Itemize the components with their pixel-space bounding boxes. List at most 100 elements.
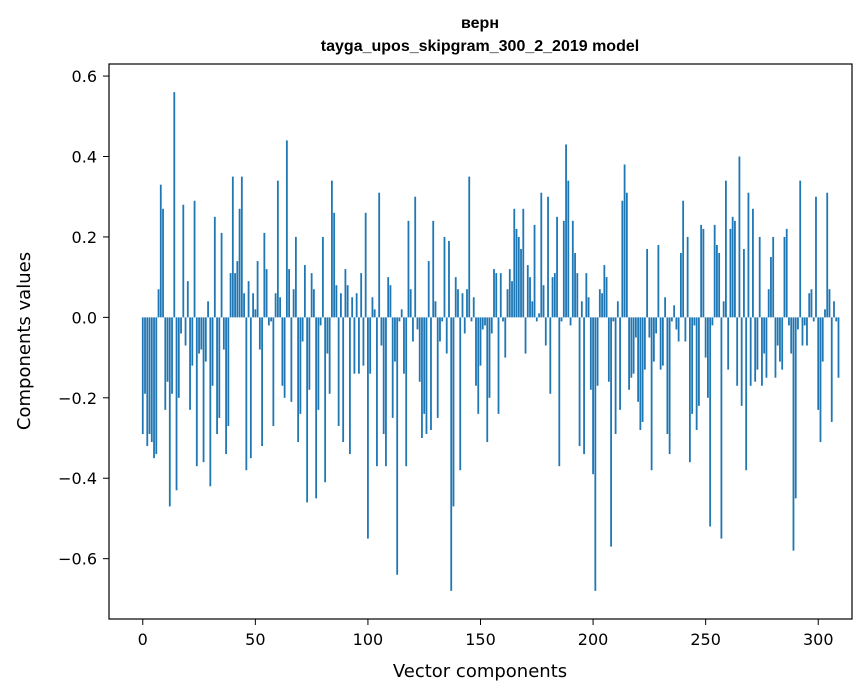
bar [324, 317, 327, 483]
bar [443, 236, 446, 318]
bar [531, 301, 534, 318]
bar [267, 317, 270, 326]
bar [612, 317, 615, 322]
bar [601, 293, 603, 318]
bar [828, 289, 831, 318]
bar [767, 289, 770, 318]
bar [310, 273, 313, 318]
bar [186, 281, 189, 318]
bar [567, 180, 570, 318]
bar [648, 317, 651, 338]
bar [815, 196, 817, 318]
bar [729, 228, 732, 318]
bar [200, 317, 203, 350]
x-axis-ticks: 0 50 100 150 200 250 300 [138, 619, 834, 649]
bar [594, 317, 597, 591]
bar [207, 301, 209, 318]
bar [731, 216, 734, 318]
bar [524, 317, 527, 354]
bar [409, 289, 412, 318]
bar [391, 317, 394, 418]
bar [457, 289, 459, 318]
x-tick-label: 150 [465, 630, 496, 649]
chart-subtitle: tayga_upos_skipgram_300_2_2019 model [321, 38, 639, 55]
bar [227, 317, 230, 426]
bar [432, 220, 435, 318]
bar [666, 317, 669, 434]
bar [333, 212, 336, 318]
bar [558, 317, 561, 467]
bar [722, 301, 725, 318]
x-tick-label: 200 [578, 630, 609, 649]
bar [468, 176, 471, 318]
bar [497, 317, 500, 414]
bar [641, 317, 644, 422]
bar [407, 220, 410, 318]
bar [808, 293, 811, 318]
bar [603, 265, 606, 318]
bar [628, 317, 630, 390]
bar [592, 317, 594, 475]
bar [610, 317, 612, 547]
bar [238, 208, 241, 318]
bar [574, 253, 576, 318]
bar [342, 317, 345, 443]
bar [659, 317, 662, 370]
y-tick-label: 0.4 [72, 148, 97, 167]
y-axis-ticks: −0.6 −0.4 −0.2 0.0 0.2 0.4 0.6 [58, 67, 109, 569]
bar [693, 317, 696, 326]
bar [319, 317, 322, 326]
bar [790, 317, 793, 354]
bar [632, 317, 635, 374]
bar [526, 265, 529, 318]
bar [484, 317, 486, 326]
bar [607, 317, 610, 382]
bar [495, 273, 498, 318]
bar [826, 192, 829, 318]
bar [371, 297, 374, 318]
bar [549, 317, 552, 394]
bar [756, 317, 759, 370]
bar [312, 289, 315, 318]
bar [675, 317, 678, 330]
bar [619, 317, 621, 410]
bar [306, 317, 309, 503]
bar [479, 317, 482, 366]
bar [211, 317, 214, 386]
bar [571, 220, 574, 318]
bar [234, 273, 236, 318]
bar [276, 180, 279, 318]
bar [578, 317, 581, 447]
y-tick-label: 0.0 [72, 308, 97, 327]
x-tick-label: 300 [803, 630, 834, 649]
bar [770, 257, 772, 318]
bar [688, 317, 691, 463]
bar [389, 285, 392, 318]
bar [803, 317, 806, 326]
bar [661, 317, 664, 366]
bar [414, 196, 417, 318]
bar [155, 317, 158, 455]
bar [256, 261, 259, 318]
bar [538, 313, 540, 318]
bar [682, 200, 685, 318]
bar [297, 317, 300, 443]
bar [153, 317, 155, 459]
bar [182, 204, 185, 318]
bar [222, 317, 225, 350]
bar [752, 208, 754, 318]
bar [817, 317, 820, 410]
bar [436, 317, 439, 418]
bar [749, 317, 752, 386]
bar [709, 317, 712, 527]
bar [204, 317, 207, 362]
bar [448, 240, 450, 318]
bar [220, 232, 223, 318]
bar [189, 317, 191, 410]
bar [747, 192, 750, 318]
bar [779, 317, 781, 362]
bar [704, 317, 707, 358]
bar [213, 216, 216, 318]
bar [463, 317, 466, 334]
bar [247, 281, 250, 318]
